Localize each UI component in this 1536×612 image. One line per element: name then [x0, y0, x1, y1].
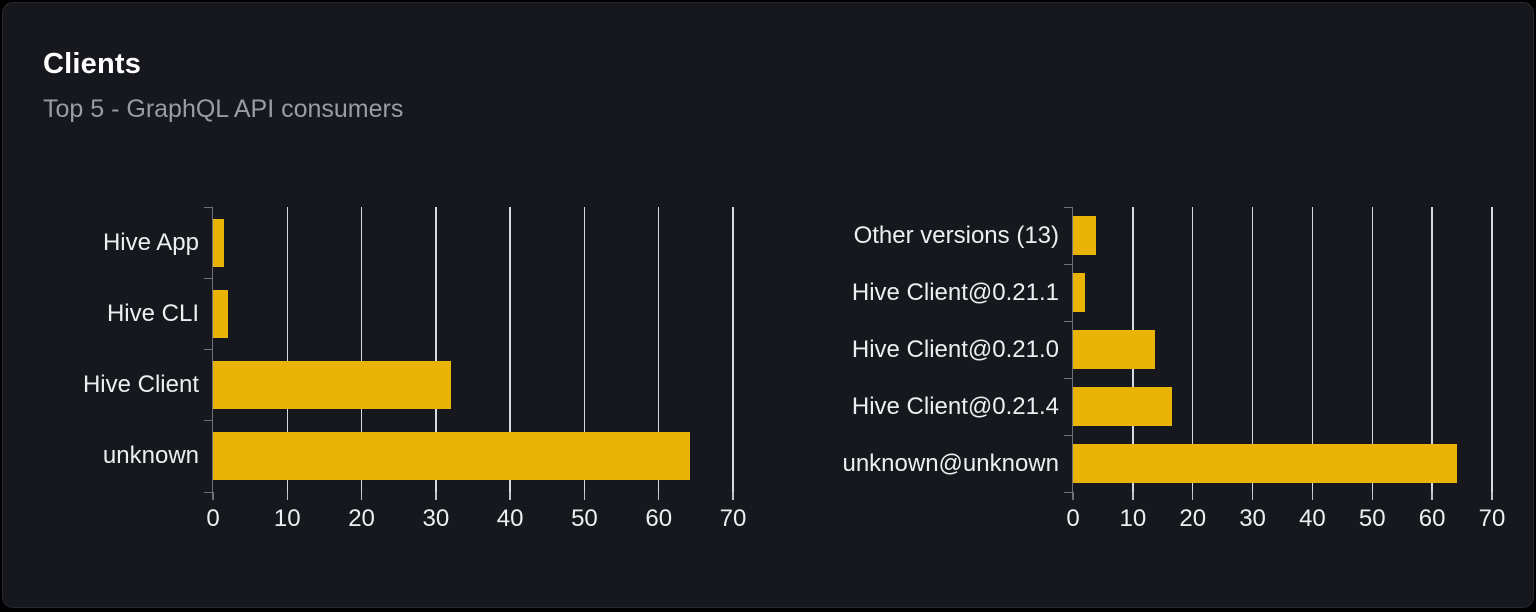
- bar[interactable]: [1073, 387, 1172, 426]
- category-label: unknown: [102, 442, 199, 470]
- x-tick-label: 10: [1119, 505, 1147, 532]
- gridline: [286, 207, 289, 492]
- x-tick-label: 20: [348, 505, 375, 532]
- category-label: Hive Client@0.21.0: [851, 335, 1059, 363]
- category-label: Hive Client: [82, 371, 199, 399]
- gridline: [1431, 207, 1433, 492]
- x-axis-tick: [1072, 492, 1074, 500]
- x-axis-tick: [583, 492, 586, 500]
- x-tick-label: 20: [1179, 505, 1207, 532]
- x-tick-label: 40: [496, 505, 524, 532]
- bar[interactable]: [1073, 216, 1097, 255]
- x-tick-label: 0: [1066, 505, 1080, 532]
- x-axis-tick: [435, 492, 437, 500]
- x-axis-tick: [286, 492, 289, 500]
- x-axis-tick: [732, 492, 734, 500]
- x-tick-label: 70: [719, 505, 747, 532]
- x-tick-label: 50: [1358, 505, 1386, 532]
- x-tick-label: 30: [1239, 505, 1266, 532]
- bar[interactable]: [213, 361, 452, 410]
- x-tick-label: 50: [571, 505, 598, 532]
- x-axis-tick: [1371, 492, 1374, 500]
- x-axis-tick: [509, 492, 511, 500]
- panel-title: Clients: [43, 48, 142, 80]
- panel-subtitle: Top 5 - GraphQL API consumers: [43, 95, 404, 123]
- x-axis-tick: [1491, 492, 1493, 500]
- bar[interactable]: [1073, 330, 1155, 369]
- category-label: Hive Client@0.21.4: [851, 392, 1059, 420]
- client-versions-bar-chart: 0 10 20 30 40 50 60 70 Other versions (13) Hive C…: [842, 206, 1505, 532]
- x-tick-label: 60: [1418, 505, 1446, 532]
- y-axis-tick: [1064, 377, 1073, 379]
- bar[interactable]: [1073, 273, 1085, 312]
- gridline: [435, 207, 437, 492]
- x-axis-tick: [1191, 492, 1194, 500]
- clients-bar-chart: 0 10 20 30 40 50 60 70 Hive App Hive CLI Hive Clie…: [83, 206, 746, 532]
- x-axis-tick: [1251, 492, 1254, 500]
- bar[interactable]: [1073, 444, 1457, 483]
- y-axis-tick: [1064, 263, 1073, 265]
- y-axis-line: [1072, 207, 1073, 499]
- y-axis-tick: [1064, 491, 1073, 493]
- y-axis-tick: [204, 420, 213, 422]
- x-tick-label: 40: [1299, 505, 1326, 532]
- category-label: Hive App: [102, 228, 199, 256]
- x-tick-label: 10: [273, 505, 301, 532]
- gridline: [1491, 207, 1493, 492]
- gridline: [360, 207, 363, 492]
- x-axis-tick: [657, 492, 660, 500]
- x-axis-tick: [360, 492, 363, 500]
- y-axis-tick: [1064, 434, 1073, 436]
- gridline: [1251, 207, 1254, 492]
- x-tick-label: 0: [206, 505, 220, 532]
- y-axis-tick: [204, 206, 213, 208]
- category-label: Hive Client@0.21.1: [851, 278, 1059, 306]
- bar[interactable]: [213, 432, 690, 481]
- y-axis-tick: [204, 491, 213, 493]
- gridline: [732, 207, 734, 492]
- y-axis-line: [212, 207, 213, 499]
- gridline: [657, 207, 660, 492]
- gridline: [583, 207, 586, 492]
- category-label: unknown@unknown: [842, 449, 1059, 477]
- bar[interactable]: [213, 289, 228, 338]
- bar[interactable]: [213, 218, 225, 267]
- y-axis-tick: [1064, 320, 1073, 322]
- category-label: Hive CLI: [106, 299, 199, 327]
- x-tick-label: 30: [422, 505, 450, 532]
- x-axis-tick: [212, 492, 214, 500]
- gridline: [1311, 207, 1314, 492]
- x-axis-tick: [1431, 492, 1433, 500]
- gridline: [509, 207, 511, 492]
- gridline: [1371, 207, 1374, 492]
- y-axis-tick: [204, 277, 213, 279]
- x-axis-tick: [1311, 492, 1314, 500]
- y-axis-tick: [204, 349, 213, 350]
- y-axis-tick: [1064, 206, 1073, 208]
- x-tick-label: 60: [645, 505, 673, 532]
- x-axis-tick: [1132, 492, 1134, 500]
- category-label: Other versions (13): [853, 221, 1059, 249]
- gridline: [1191, 207, 1194, 492]
- x-tick-label: 70: [1478, 505, 1506, 532]
